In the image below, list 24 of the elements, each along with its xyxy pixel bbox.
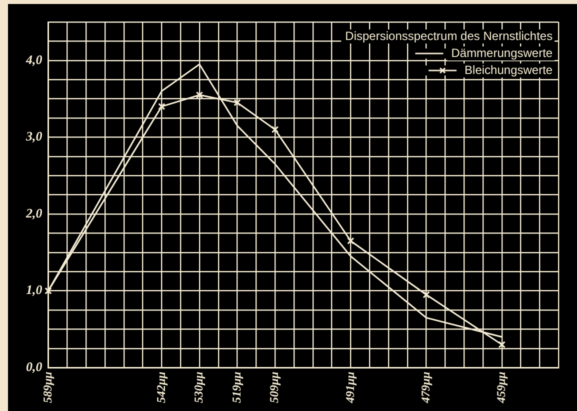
point — [234, 99, 241, 106]
x-tick-label: 509μμ — [267, 371, 282, 404]
legend-title: Dispersionsspectrum des Nernstlichtes — [345, 28, 553, 43]
point — [498, 340, 506, 348]
x-tick-label: 542μμ — [154, 371, 168, 404]
x-tick-label: 459μμ — [494, 371, 508, 404]
x-tick-label: 491μμ — [342, 371, 357, 404]
point — [158, 102, 166, 110]
point — [44, 287, 52, 294]
y-tick-label: 2,0 — [25, 205, 43, 220]
x-tick-label: 589μμ — [40, 371, 54, 404]
x-tick-label: 479μμ — [418, 371, 432, 404]
point — [422, 291, 430, 298]
y-tick-label: 3,0 — [25, 128, 43, 144]
y-tick-label: 4,0 — [25, 52, 43, 67]
legend-label: Bleichungswerte — [464, 62, 553, 77]
y-tick-label: 0,0 — [26, 359, 43, 374]
point — [347, 237, 354, 245]
point — [196, 91, 204, 99]
x-tick-label: 530μμ — [192, 371, 206, 404]
y-tick-label: 1,0 — [26, 282, 43, 298]
point — [271, 126, 279, 134]
legend-label: Dämmerungswerte — [451, 46, 553, 60]
x-tick-label: 519μμ — [229, 371, 244, 404]
